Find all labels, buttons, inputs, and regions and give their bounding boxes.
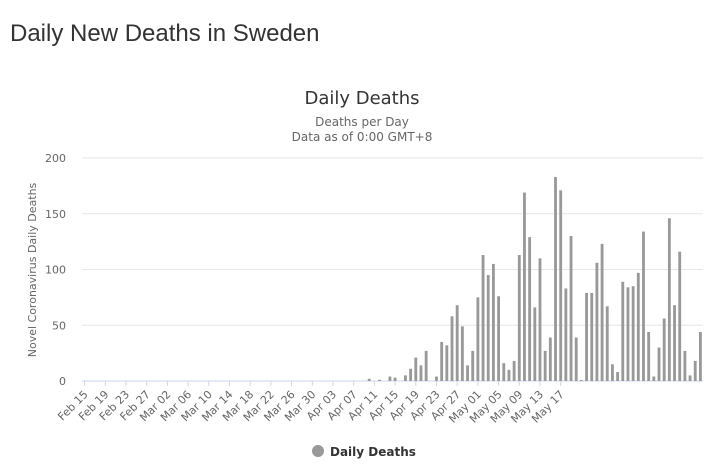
y-tick-label: 50 xyxy=(52,319,66,332)
bar[interactable] xyxy=(564,288,568,381)
bar[interactable] xyxy=(559,190,563,381)
chart-subtitle-line2: Data as of 0:00 GMT+8 xyxy=(292,130,433,144)
bar[interactable] xyxy=(590,292,594,381)
bar[interactable] xyxy=(450,316,454,381)
bar[interactable] xyxy=(683,350,687,381)
bar[interactable] xyxy=(460,326,464,381)
bar[interactable] xyxy=(435,376,438,381)
grid-lines xyxy=(82,157,703,382)
y-axis-ticks: 0 50 100 150 200 xyxy=(45,152,66,388)
bar[interactable] xyxy=(404,375,407,381)
legend-marker-icon xyxy=(312,445,324,457)
bar[interactable] xyxy=(507,369,511,381)
bar[interactable] xyxy=(631,286,635,381)
bar[interactable] xyxy=(388,376,392,381)
legend-label[interactable]: Daily Deaths xyxy=(330,445,416,459)
bar[interactable] xyxy=(554,176,557,381)
bar[interactable] xyxy=(621,281,625,381)
bar[interactable] xyxy=(445,345,449,381)
bar[interactable] xyxy=(497,296,501,381)
bar[interactable] xyxy=(585,292,588,381)
bar[interactable] xyxy=(502,363,506,381)
legend[interactable]: Daily Deaths xyxy=(312,445,416,459)
bar[interactable] xyxy=(523,192,526,381)
bar[interactable] xyxy=(481,255,485,381)
bar[interactable] xyxy=(543,350,547,381)
y-tick-label: 200 xyxy=(45,152,66,165)
bar[interactable] xyxy=(579,379,583,381)
bar[interactable] xyxy=(471,350,475,381)
bar[interactable] xyxy=(476,297,480,381)
bar[interactable] xyxy=(378,379,381,381)
bar[interactable] xyxy=(424,350,428,381)
bar[interactable] xyxy=(574,337,578,381)
bar[interactable] xyxy=(533,307,537,381)
bar[interactable] xyxy=(688,375,692,381)
bar[interactable] xyxy=(626,287,630,381)
bar[interactable] xyxy=(466,365,469,381)
bar[interactable] xyxy=(647,331,651,381)
bar[interactable] xyxy=(455,305,459,381)
bar[interactable] xyxy=(642,231,645,381)
bar[interactable] xyxy=(595,262,599,381)
bar[interactable] xyxy=(367,378,371,381)
bar[interactable] xyxy=(440,341,444,381)
chart-title: Daily Deaths xyxy=(304,88,419,109)
bar[interactable] xyxy=(528,237,532,381)
bar[interactable] xyxy=(512,360,516,381)
chart-subtitle-line1: Deaths per Day xyxy=(315,115,409,129)
y-tick-label: 100 xyxy=(45,264,66,277)
bar[interactable] xyxy=(548,337,552,381)
bar[interactable] xyxy=(491,263,495,381)
bar[interactable] xyxy=(409,368,413,381)
bar[interactable] xyxy=(657,347,661,381)
bar[interactable] xyxy=(419,365,423,381)
bar[interactable] xyxy=(414,357,418,381)
bar[interactable] xyxy=(611,364,614,381)
bar-series xyxy=(367,176,702,381)
bar[interactable] xyxy=(616,372,620,381)
bar[interactable] xyxy=(636,272,640,381)
bar[interactable] xyxy=(678,251,682,381)
bar[interactable] xyxy=(538,258,542,381)
bar[interactable] xyxy=(673,305,676,381)
bar[interactable] xyxy=(698,331,702,381)
bar[interactable] xyxy=(600,243,604,381)
y-tick-label: 0 xyxy=(59,375,66,388)
bar[interactable] xyxy=(605,306,609,381)
bar[interactable] xyxy=(486,275,490,381)
bar[interactable] xyxy=(693,360,697,381)
page-title: Daily New Deaths in Sweden xyxy=(10,20,320,47)
y-axis-label: Novel Coronavirus Daily Deaths xyxy=(26,182,39,357)
bar[interactable] xyxy=(393,377,397,381)
bar[interactable] xyxy=(662,318,666,381)
bar[interactable] xyxy=(517,255,521,381)
bar[interactable] xyxy=(569,236,573,381)
bar[interactable] xyxy=(667,218,671,381)
bar[interactable] xyxy=(652,376,656,381)
y-tick-label: 150 xyxy=(45,208,66,221)
